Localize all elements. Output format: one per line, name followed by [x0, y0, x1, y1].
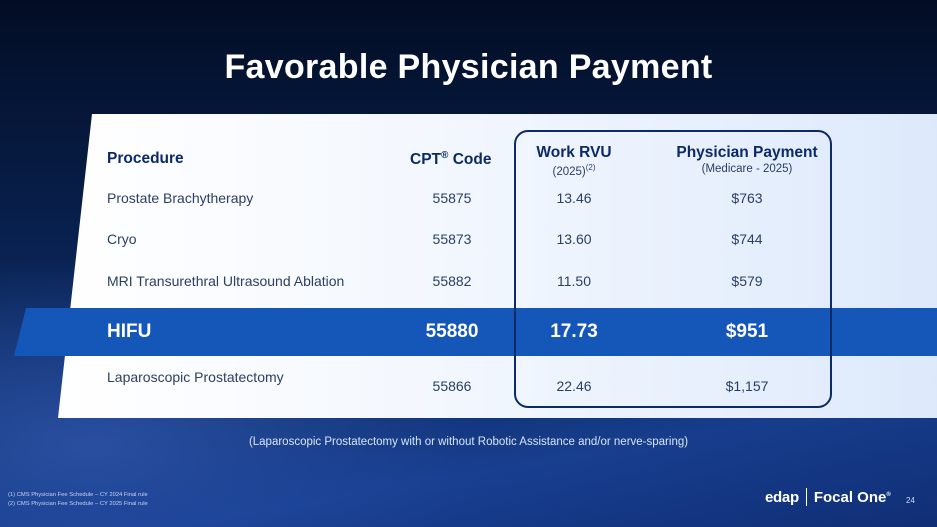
- footnote-2: (2) CMS Physician Fee Schedule – CY 2025…: [8, 501, 148, 507]
- row-rvu-hifu: 17.73: [550, 321, 598, 342]
- row-procedure-hifu: HIFU: [107, 321, 152, 342]
- row-cpt-hifu: 55880: [425, 321, 479, 342]
- row-payment-hifu: $951: [725, 321, 769, 342]
- header-procedure: Procedure: [107, 150, 184, 167]
- row-rvu: 11.50: [557, 273, 591, 289]
- row-payment: $1,157: [725, 378, 769, 394]
- company-logo: edap Focal One®: [765, 488, 891, 506]
- row-procedure: Prostate Brachytherapy: [107, 190, 254, 206]
- row-payment: $579: [731, 273, 763, 289]
- logo-separator: [805, 488, 807, 506]
- page-number: 24: [906, 496, 915, 505]
- rvu-payment-highlight-box: [514, 130, 832, 408]
- header-work-rvu-sub: (2025)(2): [552, 163, 595, 178]
- row-cpt: 55873: [432, 231, 472, 247]
- row-procedure: Cryo: [107, 231, 137, 247]
- row-procedure: Laparoscopic Prostatectomy: [107, 369, 284, 385]
- header-cpt-code: CPT® Code: [410, 150, 491, 169]
- row-cpt: 55866: [432, 378, 472, 394]
- row-rvu: 13.60: [556, 231, 592, 247]
- logo-registered-mark: ®: [886, 491, 891, 498]
- header-rvu-year: (2025): [552, 165, 586, 178]
- registered-mark: ®: [441, 150, 449, 161]
- row-rvu: 22.46: [556, 378, 592, 394]
- header-code-label: Code: [452, 151, 492, 169]
- row-cpt: 55875: [432, 190, 472, 206]
- row-procedure: MRI Transurethral Ultrasound Ablation: [107, 273, 345, 289]
- row-payment: $763: [731, 190, 763, 206]
- logo-edap: edap: [765, 488, 799, 506]
- logo-focal-text: Focal One: [813, 488, 887, 506]
- footnote-1: (1) CMS Physician Fee Schedule – CY 2024…: [8, 492, 148, 498]
- header-work-rvu: Work RVU: [536, 144, 612, 161]
- table-panel: [58, 114, 937, 418]
- prostatectomy-note: (Laparoscopic Prostatectomy with or with…: [248, 436, 689, 448]
- row-payment: $744: [731, 231, 763, 247]
- header-rvu-footnote-ref: (2): [585, 163, 596, 172]
- slide-title: Favorable Physician Payment: [224, 48, 713, 86]
- header-payment-sub: (Medicare - 2025): [701, 163, 793, 175]
- header-physician-payment: Physician Payment: [676, 144, 818, 161]
- row-cpt: 55882: [432, 273, 472, 289]
- header-cpt-label: CPT: [410, 151, 441, 169]
- logo-focal-one: Focal One®: [814, 489, 891, 506]
- row-rvu: 13.46: [556, 190, 592, 206]
- hifu-highlight-band: [14, 308, 937, 356]
